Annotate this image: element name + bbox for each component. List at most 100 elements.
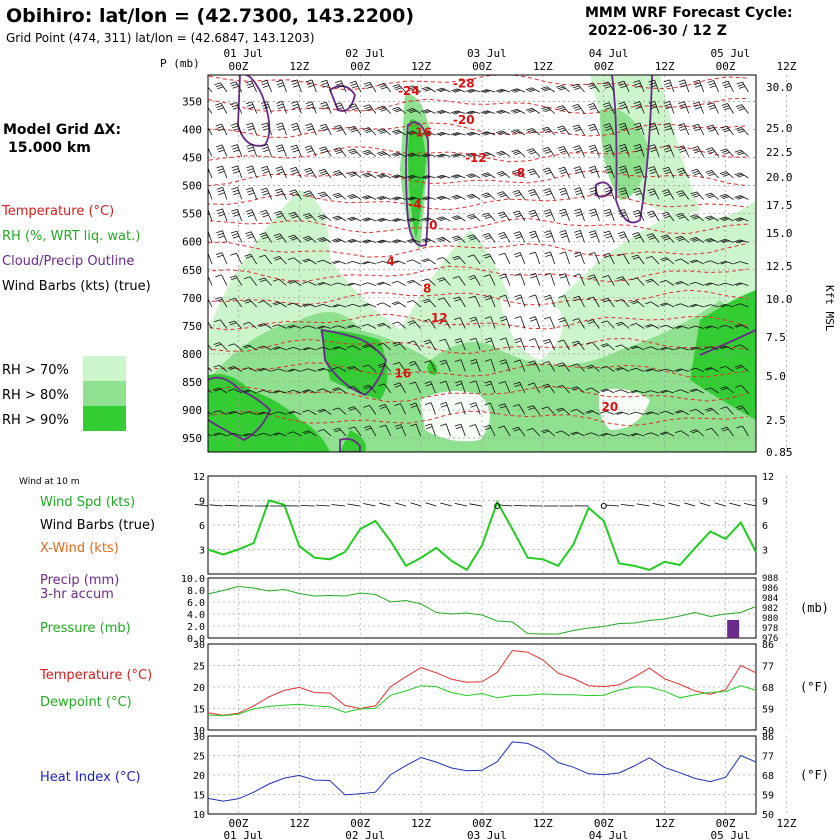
wind-barb-feather — [618, 122, 625, 126]
wind-barb-feather — [529, 151, 537, 155]
wind-barb-feather — [262, 146, 269, 150]
wind-barb — [548, 361, 556, 372]
wind-barb-feather — [512, 89, 519, 92]
pressure-tick: 600 — [182, 236, 202, 249]
wind-barb-feather — [362, 127, 369, 130]
wind-barb-feather — [515, 340, 522, 344]
wind-barb-feather — [544, 211, 552, 215]
wind-barb — [412, 259, 421, 265]
wind-barb — [311, 123, 317, 136]
wind-barb-feather — [422, 132, 430, 135]
wind-barb-feather — [590, 128, 597, 132]
left-tick: 20 — [193, 683, 205, 694]
wind-barb-feather — [704, 238, 711, 241]
wind-barb-feather — [571, 104, 579, 107]
wind-barb-feather — [333, 347, 340, 350]
wind-barb-feather — [274, 188, 282, 192]
wind-barb-feather — [544, 88, 551, 92]
wind-barb-feather — [245, 101, 253, 105]
wind-barb-feather — [645, 301, 652, 305]
wind-barb-feather — [408, 218, 415, 222]
wind-barb — [281, 122, 287, 136]
wind-barb — [725, 365, 734, 372]
wind-barb-feather — [228, 343, 235, 347]
wind-barb-feather — [528, 338, 536, 341]
wind-barb-feather — [380, 153, 387, 157]
legend-entry: Temperature (°C) — [1, 204, 114, 219]
wind-barb-feather — [529, 273, 536, 276]
wind-barb — [457, 235, 466, 243]
wind-barb-feather — [365, 152, 372, 156]
wind-barb-feather — [361, 323, 369, 327]
wind-barb-feather — [649, 193, 657, 196]
wind-barb-feather — [707, 126, 715, 130]
wind-barb-feather — [332, 387, 339, 391]
wind-barb-feather — [694, 106, 702, 110]
bottom-hour-label: 12Z — [655, 817, 675, 830]
wind-barb-feather — [318, 368, 325, 372]
surface-wind-barb — [699, 502, 711, 507]
wind-barb-feather — [218, 235, 225, 239]
wind-barb-feather — [468, 275, 475, 278]
wind-barb-feather — [421, 109, 428, 112]
wind-barb — [475, 402, 481, 415]
bottom-hour-label: 00Z — [229, 817, 249, 830]
wind-barb-feather — [273, 256, 280, 259]
wind-barb-feather — [393, 130, 400, 134]
wind-barb-feather — [440, 362, 447, 365]
wind-barb-feather — [720, 426, 728, 430]
wind-barb-feather — [633, 165, 640, 169]
wind-barb-feather — [481, 192, 488, 196]
wind-barb-feather — [575, 232, 582, 236]
wind-barb-feather — [605, 213, 612, 217]
wind-barb — [326, 80, 332, 93]
wind-barb-feather — [469, 337, 476, 341]
wind-barb — [651, 256, 660, 265]
wind-barb-feather — [261, 168, 269, 172]
wind-barb-feather — [495, 109, 502, 113]
wind-barb — [549, 188, 556, 200]
wind-barb-feather — [707, 80, 714, 83]
temperature-label: 8 — [423, 282, 431, 296]
wind-barb — [639, 122, 645, 136]
wind-barb-feather — [408, 239, 415, 243]
wind-barb — [711, 428, 719, 437]
wind-barb — [654, 144, 660, 157]
wind-barb-feather — [573, 342, 580, 346]
wind-barb-feather — [287, 389, 294, 393]
wind-barb-feather — [556, 385, 563, 388]
wind-barb — [442, 257, 451, 265]
wind-barb-feather — [529, 362, 536, 366]
wind-barb — [412, 300, 421, 308]
wind-barb-feather — [261, 144, 268, 147]
wind-barb-feather — [559, 273, 566, 276]
wind-barb-feather — [304, 214, 311, 218]
wind-barb — [323, 408, 332, 415]
wind-barb — [397, 280, 406, 286]
wind-barb-feather — [214, 296, 222, 300]
wind-barb — [609, 208, 615, 222]
wind-barb-feather — [722, 218, 730, 222]
wind-barb-feather — [648, 166, 655, 169]
wind-barb-feather — [437, 88, 445, 92]
wind-barb-feather — [290, 213, 297, 217]
wind-barb-feather — [380, 131, 387, 134]
wind-barb — [251, 80, 258, 93]
wind-barb — [711, 147, 719, 157]
wind-barb-feather — [407, 320, 414, 323]
wind-barb-feather — [450, 174, 458, 178]
wind-barb-feather — [277, 149, 285, 153]
wind-barb — [490, 316, 496, 329]
wind-barb-feather — [348, 217, 355, 221]
surface-wind-barb — [743, 503, 757, 507]
wind-barb-feather — [467, 111, 474, 114]
wind-barb-feather — [408, 281, 415, 284]
wind-barb-feather — [291, 169, 298, 172]
wind-barb-feather — [691, 389, 698, 393]
wind-barb — [252, 165, 258, 179]
wind-barb-feather — [378, 404, 386, 407]
wind-barb-feather — [426, 426, 433, 429]
wind-barb-feather — [644, 411, 651, 415]
wind-barb — [354, 103, 362, 114]
wind-barb — [324, 169, 332, 179]
